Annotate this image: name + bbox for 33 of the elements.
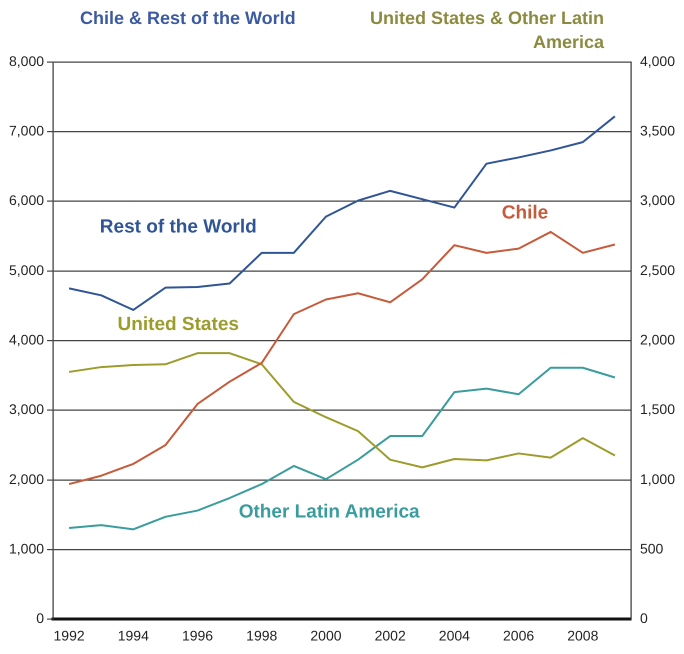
y-tick-label: 2,000 (8, 470, 44, 487)
series-label: Other Latin America (238, 501, 420, 522)
y2-tick-label: 0 (640, 610, 648, 626)
y-tick-label: 6,000 (8, 192, 44, 208)
y-tick-label: 4,000 (8, 331, 44, 348)
x-tick-label: 1998 (246, 627, 278, 644)
series-label: United States (118, 314, 239, 336)
y-tick-label: 7,000 (8, 122, 44, 139)
y2-tick-label: 2,500 (640, 262, 676, 278)
y2-tick-label: 2,000 (640, 331, 676, 348)
x-tick-label: 2002 (374, 627, 406, 644)
series-label: Rest of the World (100, 216, 257, 238)
y-axis-title: Chile & Rest of the World (80, 8, 296, 28)
y-tick-label: 0 (36, 610, 44, 626)
y2-tick-label: 1,000 (640, 470, 676, 487)
y-tick-label: 1,000 (8, 540, 44, 556)
y2-tick-label: 4,000 (640, 52, 676, 69)
y-tick-label: 8,000 (8, 52, 44, 69)
y-tick-label: 5,000 (8, 262, 44, 278)
y-tick-label: 3,000 (8, 401, 44, 418)
x-tick-label: 1992 (54, 627, 85, 644)
y2-tick-label: 500 (640, 540, 664, 556)
x-tick-label: 2000 (310, 627, 342, 644)
x-tick-label: 2008 (567, 627, 599, 644)
series-label: Chile (502, 202, 548, 224)
y2-tick-label: 3,000 (640, 192, 676, 208)
x-tick-label: 2004 (438, 627, 470, 644)
y2-axis-title: United States & Other Latin America (368, 7, 604, 54)
x-tick-label: 1994 (118, 627, 150, 644)
y2-tick-label: 1,500 (640, 401, 676, 418)
x-tick-label: 1996 (182, 627, 214, 644)
x-tick-label: 2006 (503, 627, 534, 644)
y2-tick-label: 3,500 (640, 122, 676, 139)
